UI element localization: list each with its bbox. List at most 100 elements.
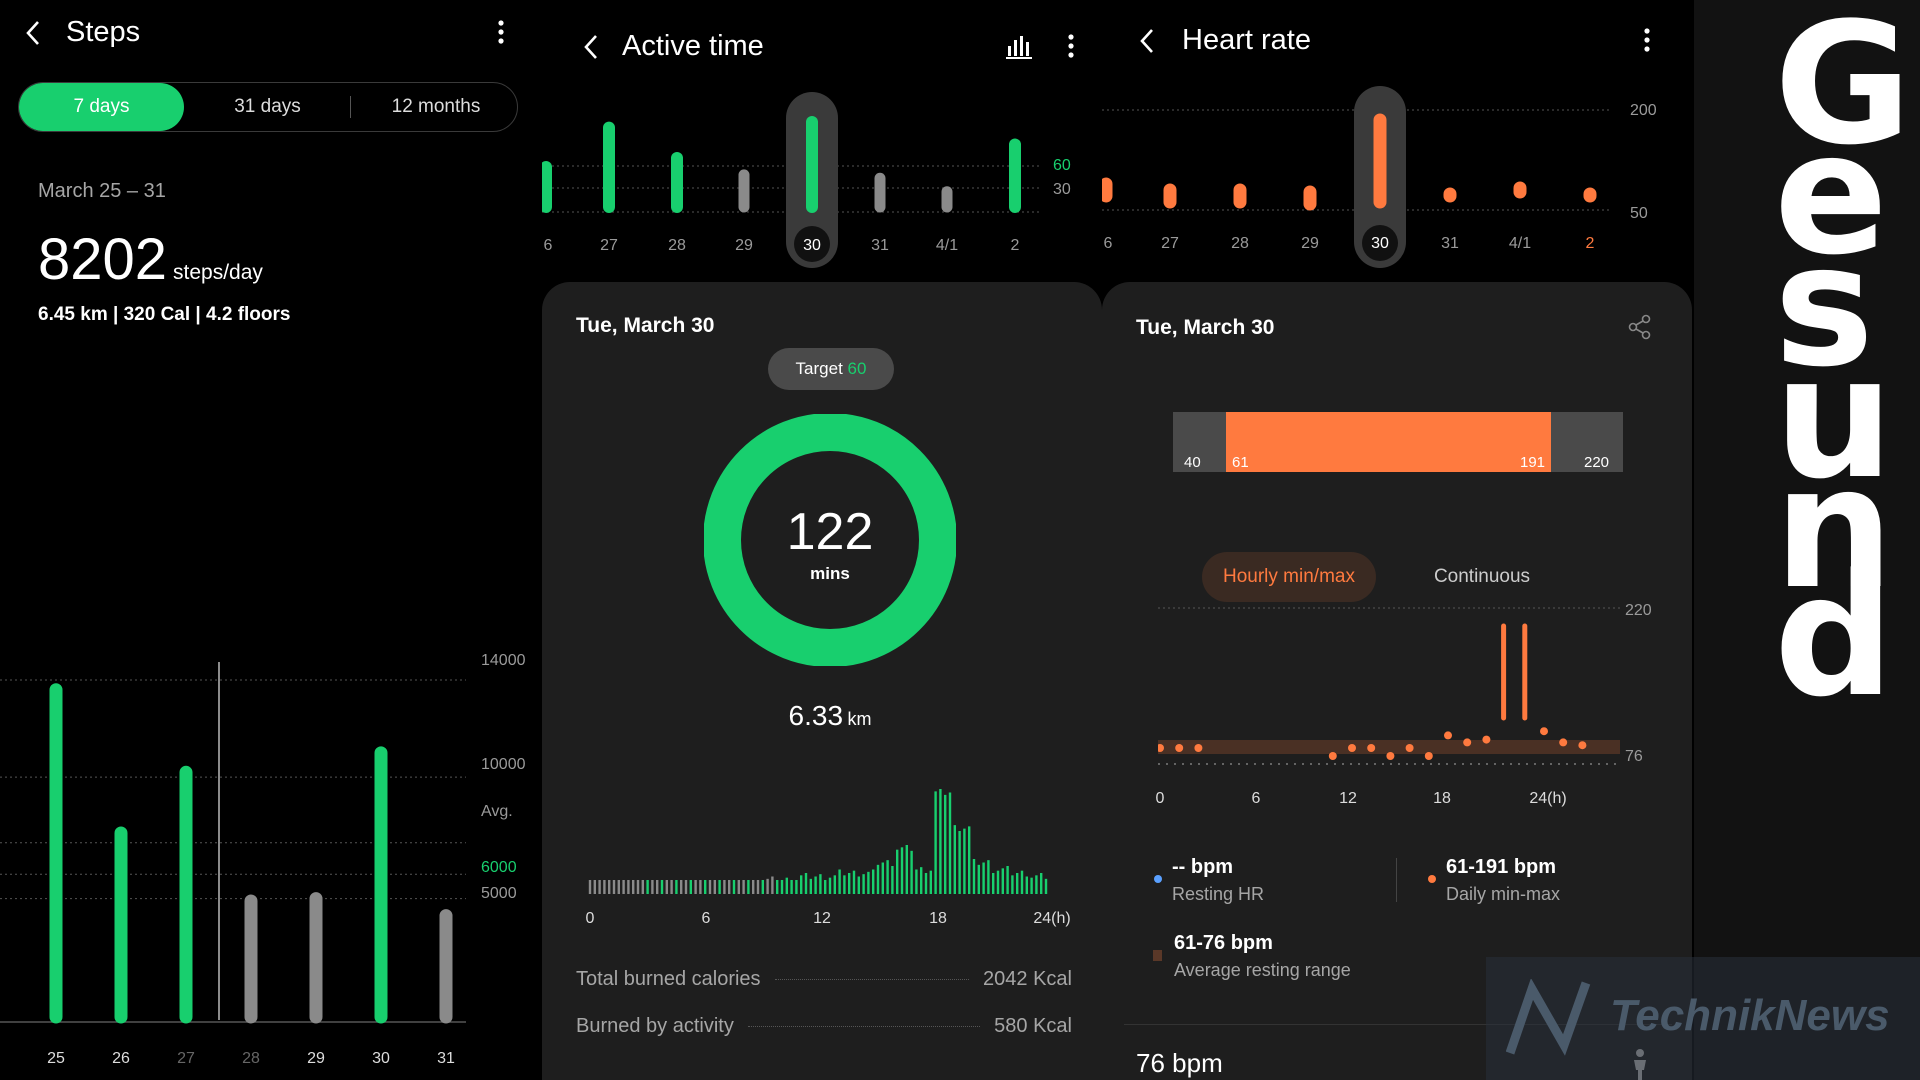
resting-hr-value: -- bpm — [1172, 856, 1234, 878]
range-label-max: 220 — [1584, 454, 1610, 471]
activity-calories-row: Burned by activity 580 Kcal — [576, 1015, 1072, 1038]
brown-square-icon — [1153, 950, 1162, 961]
row-label: Total burned calories — [576, 968, 761, 990]
week-tick-label: 30 — [803, 237, 821, 254]
hr-point — [1194, 744, 1203, 752]
hr-point — [1482, 735, 1491, 744]
range-label-min: 40 — [1184, 454, 1201, 471]
hour-tick-label: 6 — [701, 910, 711, 927]
hour-tick-label: 12 — [1339, 790, 1357, 807]
total-calories-row: Total burned calories 2042 Kcal — [576, 968, 1072, 991]
toggle-continuous[interactable]: Continuous — [1433, 566, 1531, 587]
resting-hr-label: Resting HR — [1172, 884, 1265, 904]
x-tick-label: 28 — [242, 1050, 260, 1067]
ref-label-200: 200 — [1630, 102, 1657, 119]
hour-tick-label: 18 — [929, 910, 947, 927]
hr-point — [1348, 744, 1356, 752]
bar-chart-icon[interactable] — [1006, 32, 1034, 60]
brand-letter-n: n — [1774, 430, 1894, 626]
steps-x-axis: 25 26 27 28 29 30 31 — [0, 1050, 470, 1074]
hr-point — [1578, 741, 1587, 750]
week-tick-label: 31 — [871, 237, 889, 254]
distance-unit: km — [847, 709, 872, 729]
tab-12-months[interactable]: 12 months — [391, 96, 481, 117]
ring-value: 122 — [786, 503, 874, 561]
x-tick-label: 31 — [437, 1050, 455, 1067]
week-tick-label: 4/1 — [1509, 235, 1531, 252]
row-value: 2042 Kcal — [983, 968, 1072, 990]
active-week-chart: 6 27 28 29 30 31 4/1 2 — [542, 92, 1040, 268]
week-tick-label: 2 — [1011, 237, 1020, 254]
active-day-card: Tue, March 30 Target 60 122 mins 6.33 km… — [542, 282, 1102, 1080]
hour-tick-label: 24(h) — [1033, 910, 1071, 927]
brand-letter-e: e — [1774, 96, 1888, 292]
brand-letter-d: d — [1774, 538, 1895, 734]
hr-point — [1540, 727, 1548, 736]
branding-panel: G e s u n d — [1694, 0, 1920, 1080]
hr-point — [1328, 752, 1337, 760]
week-tick-label: 29 — [735, 237, 753, 254]
steps-unit: steps/day — [173, 261, 263, 284]
x-tick-label: 30 — [372, 1050, 390, 1067]
target-bubble: Target 60 — [768, 348, 894, 390]
share-icon[interactable] — [1628, 314, 1652, 340]
distance-value: 6.33 — [788, 700, 844, 731]
resting-range-label: Average resting range — [1174, 960, 1351, 980]
brand-letter-u: u — [1774, 320, 1894, 516]
back-arrow-icon[interactable] — [22, 18, 44, 48]
hr-point — [1405, 744, 1414, 752]
watermark: TechnikNews — [1486, 957, 1920, 1080]
hr-point — [1559, 738, 1568, 747]
hr-point — [1158, 744, 1164, 752]
hour-tick-label: 12 — [813, 910, 831, 927]
steps-value: 8202 — [38, 227, 168, 292]
tab-7-days[interactable]: 7 days — [19, 83, 184, 131]
tab-divider — [350, 96, 351, 118]
hr-point — [1444, 731, 1452, 740]
resting-range-value: 61-76 bpm — [1174, 932, 1273, 954]
week-tick-label: 30 — [1371, 235, 1389, 252]
card-date: Tue, March 30 — [1136, 316, 1275, 339]
hour-tick-label: 0 — [1155, 790, 1165, 807]
steps-chart — [0, 662, 466, 1024]
stat-divider — [1396, 858, 1397, 902]
ref-label-50: 50 — [1630, 205, 1648, 222]
x-tick-label: 26 — [112, 1050, 130, 1067]
hourly-x-axis: 0 6 12 18 24(h) — [586, 910, 1071, 932]
hr-point — [1367, 744, 1376, 752]
brand-letter-g: G — [1774, 0, 1912, 182]
tab-31-days[interactable]: 31 days — [234, 96, 301, 117]
date-range: March 25 – 31 — [38, 180, 166, 202]
watermark-text: TechnikNews — [1610, 991, 1890, 1040]
more-vert-icon[interactable] — [1062, 32, 1080, 62]
back-arrow-icon[interactable] — [1136, 26, 1158, 56]
hour-tick-label: 24(h) — [1529, 790, 1567, 807]
min-max-value: 61-191 bpm — [1446, 856, 1557, 878]
period-tabs — [18, 82, 518, 132]
more-vert-icon[interactable] — [492, 18, 510, 48]
blue-dot-icon — [1154, 875, 1162, 883]
page-title: Active time — [622, 30, 764, 62]
hour-tick-label: 18 — [1433, 790, 1451, 807]
toggle-hourly[interactable]: Hourly min/max — [1202, 552, 1376, 602]
heart-x-axis: 0 6 12 18 24(h) — [1156, 790, 1628, 812]
back-arrow-icon[interactable] — [580, 32, 602, 62]
row-label: Burned by activity — [576, 1015, 734, 1037]
ring-unit: mins — [810, 564, 850, 583]
progress-ring — [704, 414, 956, 666]
orange-dot-icon — [1428, 875, 1436, 883]
more-vert-icon[interactable] — [1638, 26, 1656, 56]
y-label-220: 220 — [1625, 602, 1652, 619]
x-tick-label: 29 — [307, 1050, 325, 1067]
target-label: Target — [795, 359, 843, 378]
week-tick-label: 28 — [1231, 235, 1249, 252]
x-tick-label: 27 — [177, 1050, 195, 1067]
active-hourly-chart — [588, 789, 1048, 894]
week-tick-label: 27 — [600, 237, 618, 254]
target-value: 60 — [847, 359, 867, 378]
heart-rate-panel: Heart rate 6 27 28 29 30 31 4/1 2 200 50 Tue, M… — [1102, 0, 1694, 1080]
hour-tick-label: 0 — [585, 910, 595, 927]
page-title: Steps — [66, 16, 141, 48]
week-tick-label: 28 — [668, 237, 686, 254]
selected-day-badge — [794, 226, 830, 262]
